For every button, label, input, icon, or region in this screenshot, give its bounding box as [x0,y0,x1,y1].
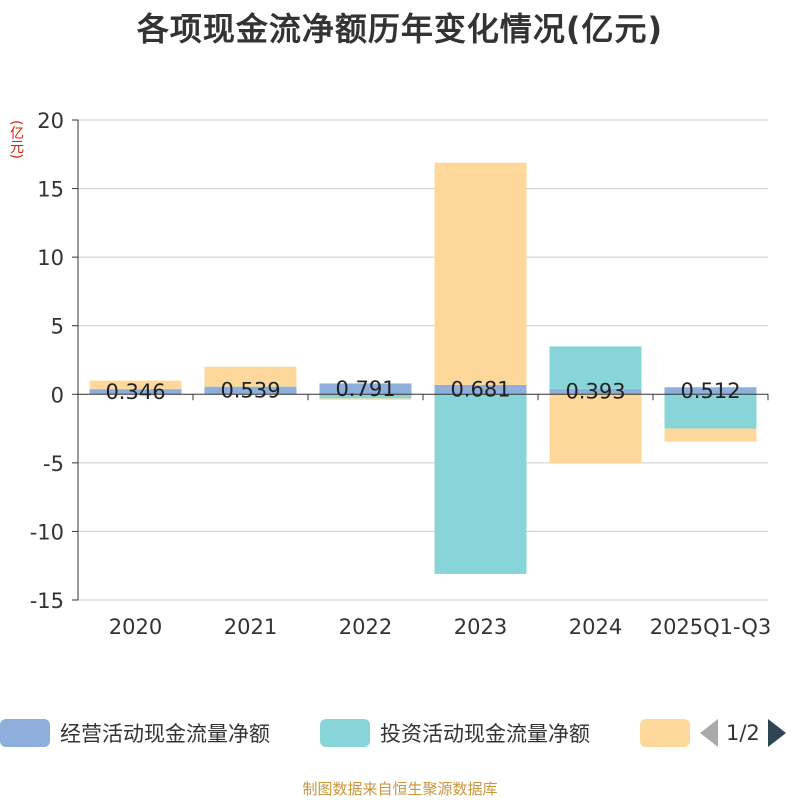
x-tick-label-2020: 2020 [109,615,162,639]
bar-series1-2025Q1-Q3 [664,394,757,429]
bar-series2-2022 [319,398,412,400]
bar-series2-2021 [204,366,297,387]
x-tick-label-2021: 2021 [224,615,277,639]
y-tick-label--15: -15 [30,589,64,613]
bar-series2-2025Q1-Q3 [664,428,757,442]
legend-swatch-investing [320,719,370,747]
bar-series0-2022 [319,383,412,395]
y-tick-label--10: -10 [30,520,64,544]
bars [89,162,757,574]
legend-swatch-financing [640,719,690,747]
legend: 经营活动现金流量净额 投资活动现金流量净额 1/2 [0,712,800,756]
x-tick-label-2022: 2022 [339,615,392,639]
legend-swatch-operating [0,719,50,747]
data-label-2025Q1-Q3: 0.512 [680,379,740,403]
y-tick-label-5: 5 [51,315,64,339]
y-axis-unit-label: (亿元) [8,120,24,159]
data-label-2023: 0.681 [450,378,510,402]
data-label-2021: 0.539 [220,379,280,403]
legend-pager: 1/2 [700,718,786,748]
y-tick-label-20: 20 [37,109,64,133]
chart-title: 各项现金流净额历年变化情况(亿元) [136,10,664,48]
y-tick-label-0: 0 [51,383,64,407]
legend-item-financing[interactable] [640,718,690,748]
bar-series1-2022 [319,394,412,399]
bar-series1-2020 [89,388,182,390]
stacked-bar-chart: 20 15 10 5 0 -5 -10 -15 2020 2021 2022 2023 2024 2025… [30,109,772,639]
bar-series2-2020 [89,380,182,389]
x-tick-label-2023: 2023 [454,615,507,639]
bar-series0-2021 [204,386,297,395]
bar-series2-2024 [549,394,642,463]
chevron-right-icon[interactable] [767,719,786,747]
axes: 20 15 10 5 0 -5 -10 -15 2020 2021 2022 2023 2024 2025… [30,109,772,639]
bar-series2-2023 [434,162,527,385]
legend-item-operating[interactable]: 经营活动现金流量净额 [0,718,270,748]
grid-lines [78,119,768,601]
data-label-2024: 0.393 [565,380,625,404]
bar-series1-2021 [204,386,297,388]
legend-item-investing[interactable]: 投资活动现金流量净额 [320,718,590,748]
bar-series1-2024 [549,346,642,389]
x-tick-label-2025Q1-Q3: 2025Q1-Q3 [650,615,772,639]
y-tick-label-15: 15 [37,178,64,202]
data-label-2022: 0.791 [335,377,395,401]
chevron-left-icon[interactable] [700,719,718,747]
y-tick-label-10: 10 [37,246,64,270]
y-tick-label--5: -5 [43,452,64,476]
legend-page-indicator: 1/2 [726,721,760,745]
data-labels: 0.346 0.539 0.791 0.681 0.393 0.512 [105,377,740,404]
bar-series0-2023 [434,384,527,395]
bar-series0-2025Q1-Q3 [664,387,757,395]
legend-label-investing: 投资活动现金流量净额 [380,722,590,746]
x-tick-label-2024: 2024 [569,615,622,639]
bar-series0-2024 [549,388,642,395]
bar-series1-2023 [434,394,527,574]
bar-series0-2020 [89,389,182,395]
data-label-2020: 0.346 [105,380,165,404]
legend-label-operating: 经营活动现金流量净额 [60,722,270,746]
data-source-note: 制图数据来自恒生聚源数据库 [302,780,498,798]
